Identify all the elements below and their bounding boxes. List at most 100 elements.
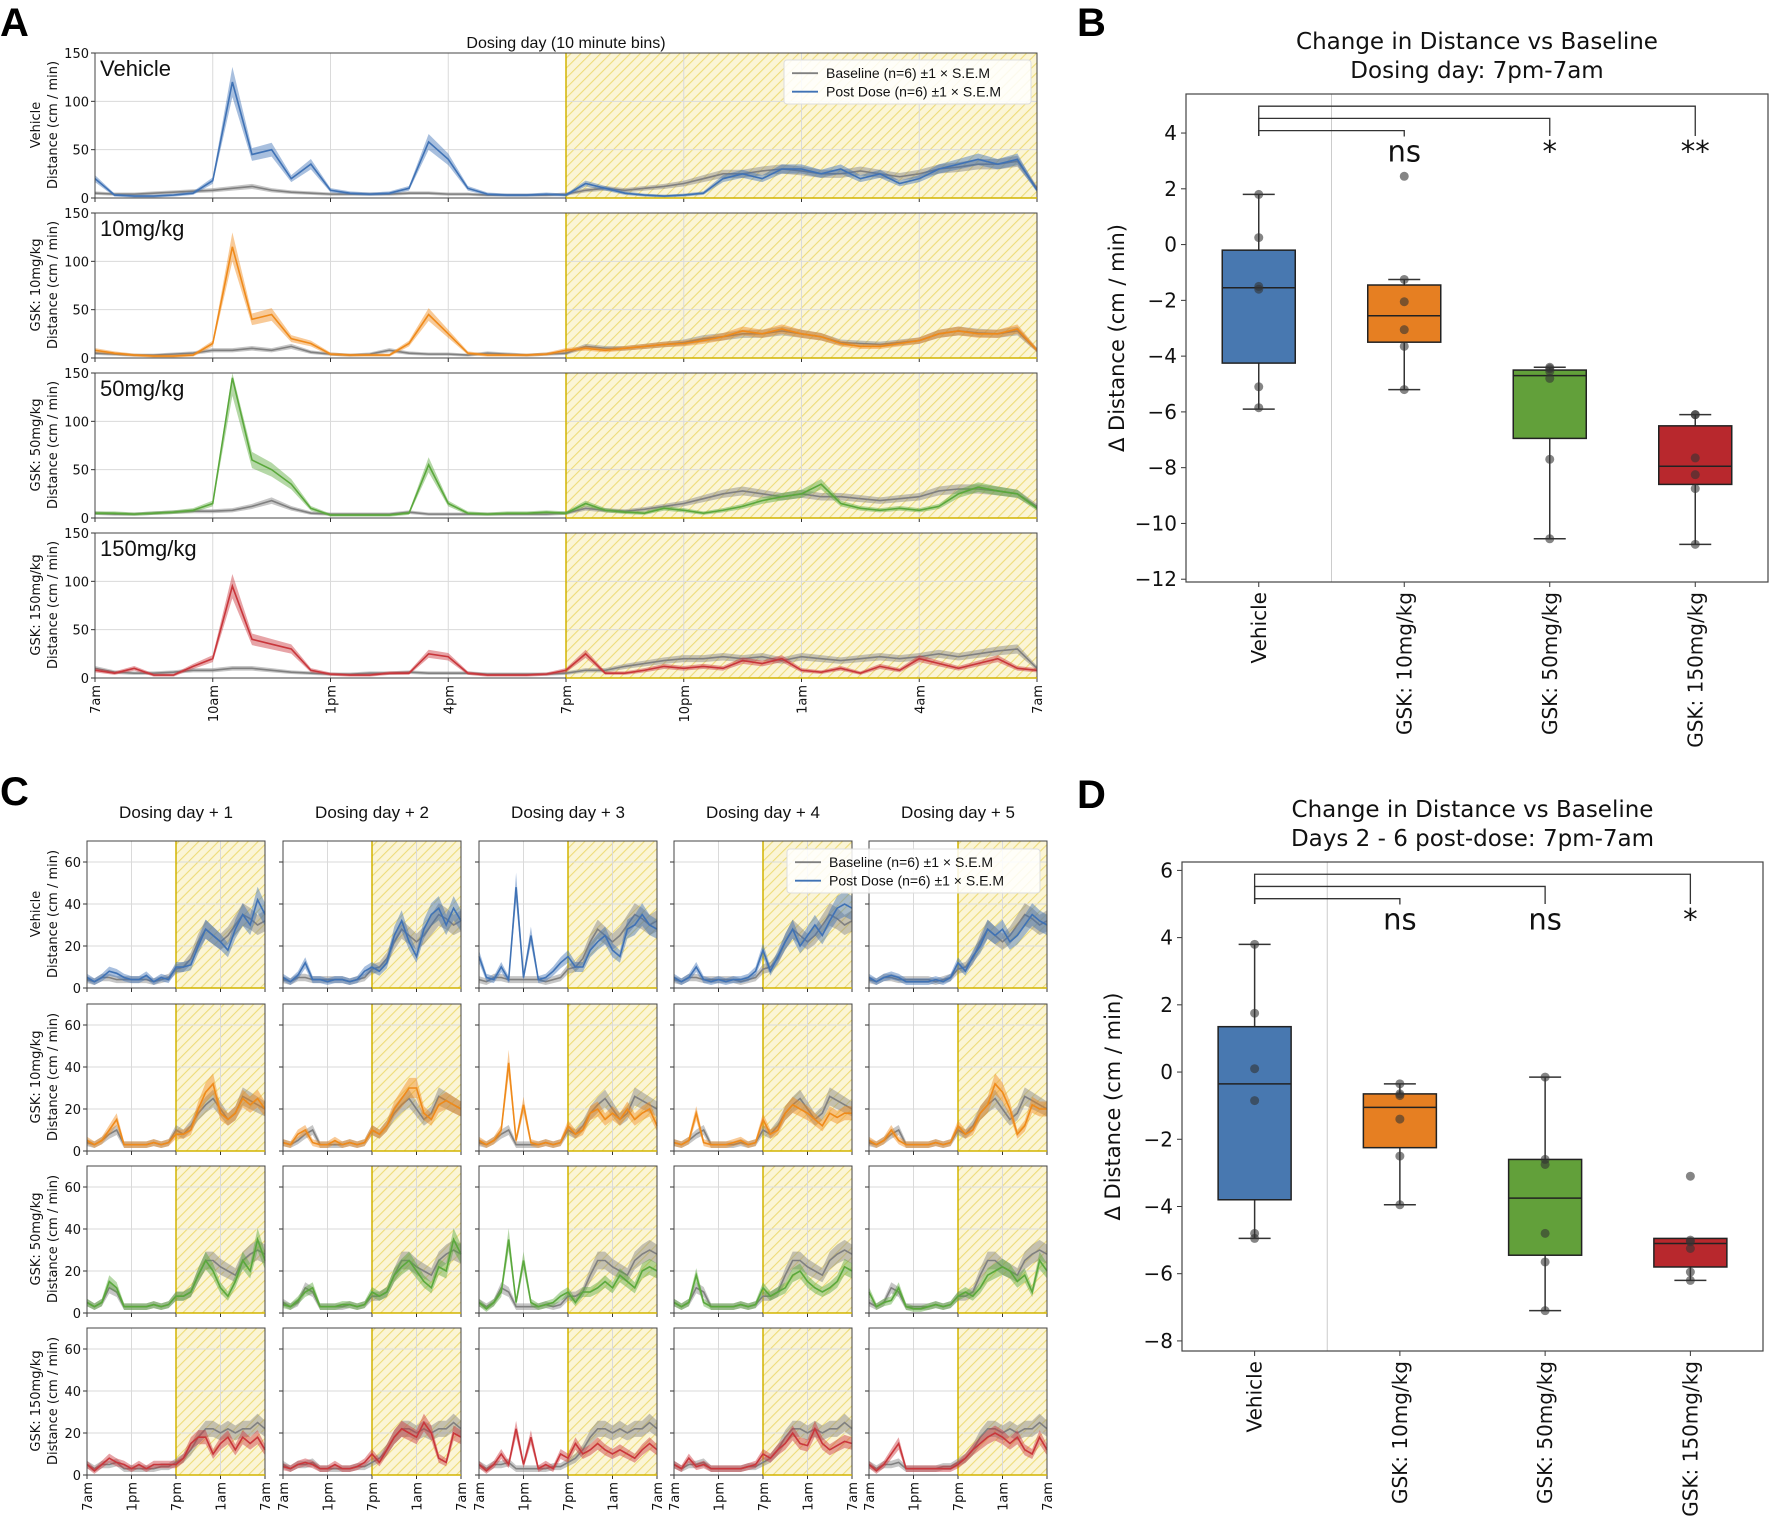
post-dose-line: [95, 377, 1038, 516]
legend-entry: Baseline (n=6) ±1 × S.E.M: [829, 854, 993, 870]
plot-frame: [1181, 861, 1764, 1352]
baseline-sem-band: [95, 155, 1037, 197]
y-axis-label: Δ Distance (cm / min): [1105, 224, 1129, 452]
group-label: Vehicle: [100, 56, 171, 81]
post-dose-sem-band: [674, 1258, 852, 1310]
post-dose-sem-band: [479, 1228, 657, 1312]
x-tick-label: 7pm: [562, 1482, 577, 1511]
x-tick-label: 1am: [802, 1482, 817, 1511]
data-point: [1540, 1072, 1550, 1082]
baseline-sem-band: [479, 1413, 657, 1472]
significance-label: **: [1681, 134, 1710, 168]
subplot-0-1: [279, 840, 462, 992]
x-tick-label: 1pm: [126, 1482, 141, 1511]
baseline-line: [673, 1095, 853, 1146]
x-tick-label: 1pm: [713, 1482, 728, 1511]
data-point: [1254, 189, 1264, 199]
baseline-sem-band: [283, 1413, 461, 1472]
post-dose-line: [673, 1426, 853, 1470]
x-tick-label: 4am: [913, 685, 928, 714]
y-tick-label: 40: [64, 1385, 81, 1400]
x-tick-label: 1pm: [518, 1482, 533, 1511]
post-dose-line: [86, 1082, 266, 1146]
column-title: Dosing day + 5: [901, 803, 1015, 822]
x-tick-label: 1am: [215, 1482, 230, 1511]
y-tick-label: 0: [1160, 1060, 1173, 1084]
y-tick-label: −10: [1135, 511, 1177, 535]
x-tick-label: 7pm: [757, 1482, 772, 1511]
x-tick-label: GSK: 50mg/kg: [1533, 1361, 1557, 1504]
x-tick-label: 7am: [863, 1482, 878, 1511]
x-tick-label: GSK: 50mg/kg: [1538, 592, 1562, 735]
legend-entry: Post Dose (n=6) ±1 × S.E.M: [826, 84, 1001, 100]
legend-box: [783, 59, 1032, 105]
y-tick-label: 6: [1160, 858, 1173, 882]
data-point: [1399, 341, 1409, 351]
legend-entry: Post Dose (n=6) ±1 × S.E.M: [829, 873, 1004, 889]
y-tick-label: −4: [1144, 1194, 1173, 1218]
y-axis-label: GSK: 50mg/kg: [29, 399, 44, 492]
data-point: [1685, 1237, 1695, 1247]
subplot-3-1: 7am 1pm 7pm 1am 7am: [277, 1327, 470, 1511]
y-axis-label: Δ Distance (cm / min): [1101, 993, 1125, 1221]
subplot-3-2: 7am 1pm 7pm 1am 7am: [473, 1327, 666, 1511]
x-tick-label: 7am: [455, 1482, 470, 1511]
column-title: Dosing day + 2: [315, 803, 429, 822]
data-point: [1395, 1079, 1405, 1089]
column-title: Dosing day + 4: [706, 803, 820, 822]
subplot-2-3: [670, 1165, 853, 1317]
post-dose-sem-band: [674, 891, 852, 985]
baseline-sem-band: [869, 1413, 1047, 1472]
chart-title: Change in Distance vs Baseline: [1292, 797, 1654, 823]
y-tick-label: 40: [64, 1061, 81, 1076]
data-point: [1399, 274, 1409, 284]
post-dose-sem-band: [95, 66, 1037, 198]
post-dose-line: [282, 1237, 462, 1308]
x-tick-label: 7am: [473, 1482, 488, 1511]
subplot-3-4: 7am 1pm 7pm 1am 7am: [863, 1327, 1056, 1511]
y-tick-label: 100: [64, 575, 89, 590]
x-tick-label: 1am: [997, 1482, 1012, 1511]
post-dose-line: [868, 913, 1048, 983]
post-dose-line: [478, 1428, 658, 1472]
subplot-1-3: [670, 1003, 853, 1155]
box-iqr: [1221, 249, 1296, 364]
y-tick-label: −4: [1148, 344, 1177, 368]
x-tick-label: 10pm: [678, 685, 693, 722]
y-tick-label: 0: [73, 1145, 81, 1160]
y-axis-label: Distance (cm / min): [46, 61, 61, 189]
baseline-line: [94, 330, 1038, 356]
panel-label-b: B: [1077, 1, 1106, 45]
subplot-1-0: 0 20 40 60: [64, 1003, 266, 1160]
y-tick-label: 150: [64, 367, 89, 382]
data-point: [1399, 297, 1409, 307]
subplot-1: 0 50 100 150 10mg/kg GSK: 10mg/kg Distance (cm…: [29, 207, 1038, 367]
column-title: Dosing day + 3: [511, 803, 625, 822]
subplot-0-0: 0 20 40 60: [64, 840, 266, 997]
data-point: [1540, 1159, 1550, 1169]
x-tick-label: GSK: 150mg/kg: [1678, 1361, 1702, 1517]
subplot-2-0: 0 20 40 60: [64, 1165, 266, 1322]
y-tick-label: 0: [81, 352, 89, 367]
y-tick-label: 50: [72, 304, 89, 319]
post-dose-line: [478, 887, 658, 983]
y-axis-label: Vehicle: [29, 891, 44, 938]
data-point: [1545, 373, 1555, 383]
baseline-sem-band: [87, 1413, 265, 1472]
x-tick-label: Vehicle: [1243, 1361, 1267, 1433]
subplot-1-2: [475, 1003, 658, 1155]
baseline-sem-band: [479, 1087, 657, 1148]
chart-title: Change in Distance vs Baseline: [1296, 29, 1658, 55]
y-tick-label: −6: [1144, 1262, 1173, 1286]
y-axis-label: GSK: 150mg/kg: [29, 554, 44, 655]
post-dose-sem-band: [87, 1073, 265, 1148]
x-tick-label: 1pm: [322, 1482, 337, 1511]
significance-label: ns: [1388, 134, 1422, 168]
box-1: [1362, 1079, 1438, 1210]
panel-label-a: A: [0, 1, 29, 45]
data-point: [1690, 453, 1700, 463]
y-tick-label: −8: [1148, 456, 1177, 480]
post-dose-line: [673, 903, 853, 983]
data-point: [1690, 470, 1700, 480]
legend-entry: Baseline (n=6) ±1 × S.E.M: [826, 65, 990, 81]
